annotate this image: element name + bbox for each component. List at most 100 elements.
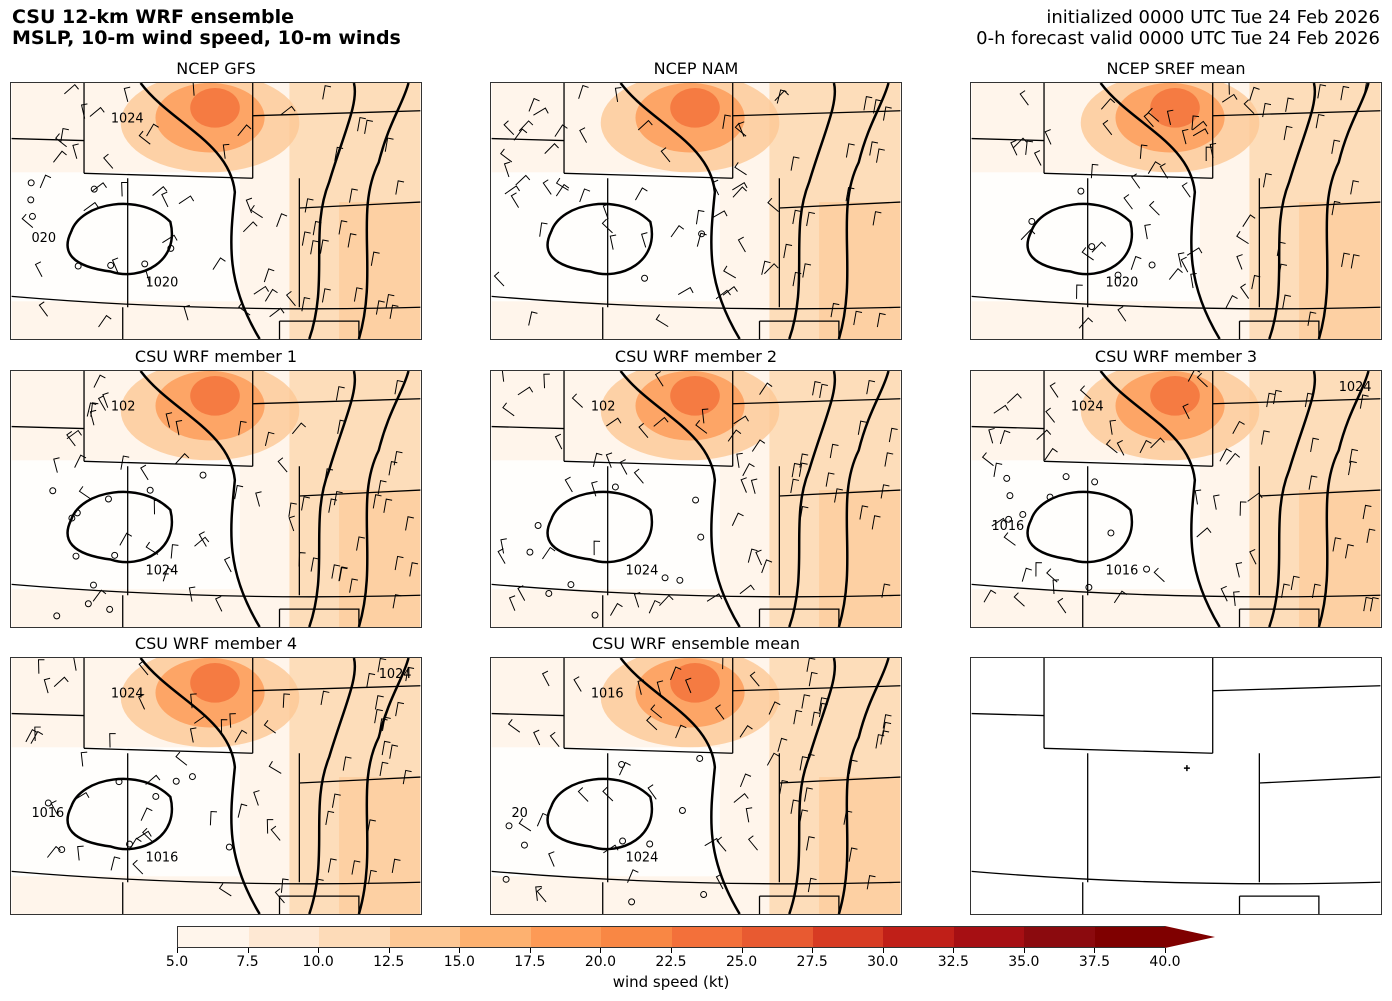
wind-barb: [263, 720, 276, 734]
wind-barb: [606, 417, 622, 427]
wind-barb: [1117, 306, 1127, 322]
wind-maximum: [190, 87, 240, 128]
state-border: [759, 608, 840, 627]
wind-barb: [1205, 146, 1213, 162]
wind-barb: [716, 836, 727, 852]
colorbar-segment: [1094, 927, 1165, 947]
map-plot: 1020: [970, 82, 1382, 340]
state-border: [11, 425, 85, 430]
colorbar-tick-label: 7.5: [236, 954, 259, 970]
wind-barb: [394, 379, 404, 395]
wind-barb: [619, 459, 628, 475]
wind-barb: [722, 114, 731, 129]
colorbar-segment: [812, 927, 883, 947]
state-border: [1044, 460, 1213, 467]
state-border: [971, 137, 1045, 142]
state-border: [1044, 747, 1213, 754]
wind-barb: [374, 695, 384, 710]
colorbar-tick-mark: [953, 948, 955, 953]
wind-barb: [696, 232, 707, 247]
calm-wind-circle: [199, 471, 207, 479]
wind-barb: [1228, 83, 1230, 95]
state-border: [1239, 608, 1320, 627]
wind-barb: [999, 429, 1011, 445]
wind-barb: [1181, 128, 1189, 145]
wind-barb: [1281, 583, 1290, 598]
wind-barb: [739, 724, 753, 738]
figure-title: CSU 12-km WRF ensemble MSLP, 10-m wind s…: [12, 7, 401, 49]
calm-wind-circle: [505, 822, 513, 830]
map-panel: [970, 657, 1382, 915]
wind-maximum: [670, 662, 720, 703]
state-border: [279, 895, 360, 914]
wind-barb: [1350, 254, 1360, 269]
wind-barb: [799, 756, 809, 771]
wind-barb: [402, 769, 412, 785]
wind-barb: [30, 730, 44, 744]
isobar-label: 1016: [591, 687, 624, 702]
wind-barb: [736, 452, 743, 468]
wind-barb: [811, 711, 821, 726]
wind-barb: [731, 512, 744, 526]
state-border: [491, 137, 565, 142]
wind-barb: [1331, 139, 1341, 154]
wind-barb: [175, 420, 183, 436]
wind-barb: [501, 371, 505, 382]
wind-barb: [301, 297, 311, 312]
wind-barb: [991, 517, 1007, 527]
wind-barb: [722, 286, 738, 296]
wind-barb: [1013, 592, 1025, 607]
wind-barb: [128, 837, 142, 851]
wind-barb: [1249, 548, 1257, 565]
wind-barb: [829, 443, 839, 459]
wind-barb: [223, 556, 232, 573]
state-border: [779, 489, 901, 497]
wind-barb: [739, 584, 755, 595]
wind-barb: [89, 106, 105, 117]
wind-barb: [1369, 596, 1379, 612]
wind-maximum: [670, 375, 720, 416]
wind-barb: [178, 195, 195, 205]
wind-barb: [1194, 489, 1202, 505]
state-border: [11, 295, 421, 310]
wind-barb: [779, 779, 789, 795]
wind-barb: [536, 812, 549, 827]
wind-barb: [1290, 575, 1300, 591]
wind-barb: [834, 488, 843, 503]
colorbar-tick-mark: [671, 948, 672, 953]
wind-barb: [845, 143, 855, 158]
wind-barb: [513, 128, 528, 141]
wind-barb: [655, 314, 669, 328]
calm-wind-circle: [697, 533, 705, 541]
wind-barb: [1090, 163, 1099, 179]
wind-barb: [571, 393, 583, 408]
wind-barb: [238, 420, 247, 436]
wind-barb: [162, 234, 178, 244]
wind-barb: [349, 188, 358, 203]
map-plot: [490, 82, 902, 340]
colorbar-tick-mark: [388, 948, 390, 953]
isobar: [619, 83, 741, 339]
wind-barb: [215, 595, 223, 612]
wind-barb: [647, 784, 657, 800]
wind-barb: [109, 733, 116, 748]
wind-barb: [280, 878, 289, 893]
wind-barb: [791, 462, 801, 478]
wind-barb: [47, 845, 61, 858]
state-border: [779, 201, 901, 209]
isobar-label: 102: [111, 400, 136, 415]
wind-barb: [255, 491, 262, 507]
calm-wind-circle: [146, 486, 154, 494]
calm-wind-circle: [1143, 565, 1151, 573]
wind-barb: [812, 381, 821, 396]
wind-barb: [1150, 437, 1165, 449]
colorbar-segment: [460, 927, 531, 947]
wind-barb: [549, 731, 560, 747]
wind-barb: [250, 204, 263, 219]
colorbar-tick-mark: [882, 948, 884, 953]
title-line-1: CSU 12-km WRF ensemble: [12, 6, 294, 28]
wind-barb: [103, 153, 114, 169]
state-border: [564, 460, 733, 467]
wind-barb: [97, 395, 107, 411]
calm-area: [491, 460, 720, 590]
